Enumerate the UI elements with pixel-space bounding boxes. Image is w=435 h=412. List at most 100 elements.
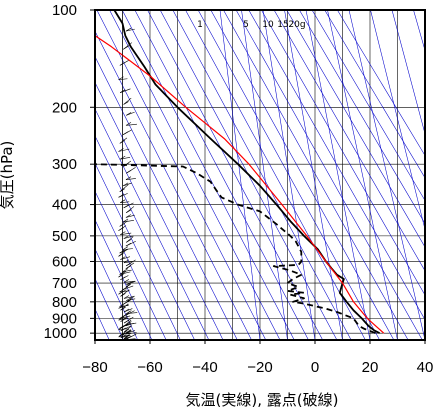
- adiabat-line: [95, 190, 167, 340]
- wind-barb-flag: [122, 182, 129, 187]
- wind-barb-flag: [125, 27, 132, 32]
- adiabat-line: [95, 108, 210, 340]
- wind-barb: [118, 334, 130, 338]
- adiabat-line: [95, 81, 224, 340]
- wind-barb-flag: [126, 281, 132, 286]
- wind-barb: [119, 315, 131, 319]
- wind-barb: [126, 322, 137, 325]
- mixing-ratio-line: [241, 10, 288, 340]
- wind-barb-flag: [126, 335, 132, 340]
- wind-barb: [125, 28, 135, 32]
- wind-barb-flag: [119, 249, 125, 254]
- wind-barb: [123, 261, 133, 264]
- y-axis-title: 気圧(hPa): [0, 141, 16, 210]
- wind-barb: [120, 88, 131, 93]
- wind-barb-flag: [123, 295, 130, 299]
- y-tick-label: 900: [52, 310, 77, 327]
- mixing-ratio-line: [327, 10, 398, 340]
- adiabat-line: [248, 10, 425, 321]
- adiabat-line: [286, 10, 425, 248]
- mixing-ratio-line: [391, 10, 425, 135]
- wind-barb: [126, 312, 138, 314]
- wind-barb-flag: [120, 293, 126, 297]
- wind-barb-flag: [123, 101, 129, 105]
- adiabat-line: [273, 10, 425, 272]
- wind-barb-flag: [119, 332, 125, 337]
- adiabat-line: [311, 10, 425, 202]
- wind-barb-flag: [126, 262, 132, 267]
- wind-barb-flag: [125, 122, 132, 126]
- wind-barb: [123, 182, 132, 187]
- wind-barb-flag: [126, 321, 132, 325]
- x-tick-label: 40: [417, 359, 434, 376]
- wind-barb: [118, 148, 130, 152]
- adiabat-line: [95, 30, 252, 340]
- wind-barb-flag: [126, 297, 132, 301]
- wind-barb: [122, 269, 132, 272]
- wind-barb-flag: [126, 112, 132, 116]
- mixing-ratio-label: 1: [197, 20, 203, 30]
- wind-barb-flag: [125, 242, 132, 247]
- y-tick-label: 200: [52, 99, 77, 116]
- adiabat-line: [235, 10, 423, 340]
- reference-curve: [95, 35, 385, 334]
- wind-barb-flag: [123, 235, 129, 239]
- wind-barb: [122, 285, 134, 290]
- mixing-ratio-label: 20g: [288, 20, 305, 30]
- wind-barb: [123, 296, 134, 299]
- adiabat-line: [210, 10, 395, 340]
- wind-barb-flag: [123, 279, 130, 283]
- adiabat-line: [95, 135, 195, 340]
- dewpoint-line: [95, 163, 376, 335]
- wind-barb: [120, 201, 130, 203]
- wind-barb: [123, 280, 135, 283]
- wind-barb: [119, 271, 131, 275]
- x-axis: −80 −60 −40 −20 0 20 40: [82, 340, 433, 376]
- mixing-ratio-line: [284, 10, 343, 340]
- wind-barb-flag: [125, 284, 131, 288]
- x-tick-label: −60: [137, 359, 162, 376]
- wind-barb: [125, 178, 136, 180]
- mixing-ratio-line: [370, 10, 425, 231]
- wind-barb-flag: [119, 271, 125, 275]
- wind-barb-flag: [123, 319, 130, 324]
- wind-barb-flag: [123, 308, 130, 313]
- grid: [95, 10, 425, 340]
- wind-barb: [120, 256, 131, 260]
- adiabat-line: [95, 219, 153, 340]
- adiabat-line: [261, 10, 425, 296]
- wind-barb-flag: [125, 176, 132, 180]
- wind-barb: [125, 332, 137, 335]
- wind-barb-flag: [126, 169, 132, 174]
- wind-barb: [125, 123, 137, 126]
- y-tick-label: 600: [52, 253, 77, 270]
- adiabat-line: [95, 248, 138, 340]
- wind-barb: [122, 248, 133, 250]
- adiabat-line: [134, 10, 309, 340]
- x-tick-label: 0: [311, 359, 319, 376]
- y-tick-label: 300: [52, 156, 77, 173]
- wind-barb-flag: [120, 199, 126, 203]
- adiabat-line: [109, 10, 281, 340]
- wind-barb: [119, 305, 129, 307]
- wind-barb: [126, 330, 136, 334]
- adiabat-line: [95, 162, 181, 340]
- wind-barb-flag: [122, 246, 129, 250]
- wind-barb-flag: [126, 310, 132, 314]
- wind-barb-flag: [126, 239, 132, 243]
- adiabat-line: [324, 10, 425, 179]
- adiabat-line: [121, 10, 295, 340]
- temperature-line: [113, 10, 381, 334]
- mixing-ratio-label: 5: [243, 20, 249, 30]
- wind-barb: [123, 235, 134, 239]
- mixing-ratio-label: 10: [262, 20, 274, 30]
- adiabat-line: [223, 10, 409, 340]
- wind-barb-flag: [125, 214, 132, 218]
- wind-barb: [120, 157, 131, 160]
- wind-barb-flag: [122, 268, 129, 272]
- wind-barb: [126, 298, 136, 301]
- wind-barb-flag: [122, 218, 129, 223]
- adiabat-line: [95, 278, 124, 340]
- y-tick-label: 800: [52, 294, 77, 311]
